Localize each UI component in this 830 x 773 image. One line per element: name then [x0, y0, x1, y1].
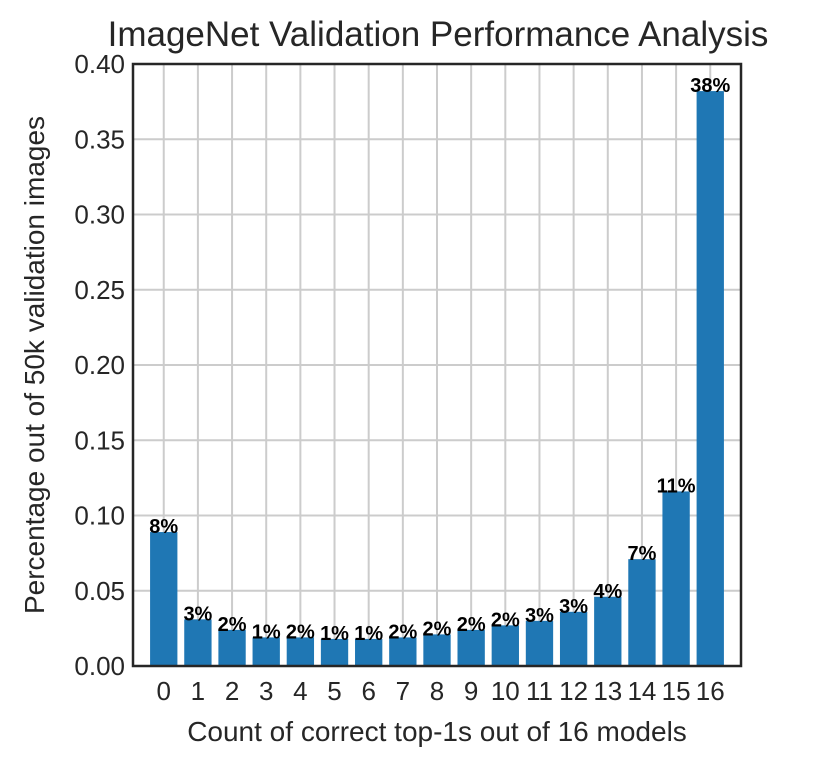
bar — [662, 491, 690, 666]
x-tick-label: 9 — [464, 676, 478, 706]
bar-data-label: 38% — [690, 75, 730, 97]
y-tick-label: 0.25 — [74, 275, 125, 305]
x-tick-label: 13 — [593, 676, 622, 706]
bars — [150, 91, 724, 667]
y-tick-label: 0.15 — [74, 425, 125, 455]
plot-frame — [131, 62, 743, 668]
x-tick-label: 1 — [191, 676, 205, 706]
bar — [491, 625, 519, 666]
bar-data-label: 11% — [657, 475, 696, 497]
bar — [389, 637, 417, 666]
x-tick-label: 10 — [491, 676, 520, 706]
y-axis-label: Percentage out of 50k validation images — [19, 116, 50, 614]
bar — [286, 637, 315, 666]
y-tick-label: 0.30 — [74, 200, 125, 230]
x-tick-label: 8 — [430, 676, 444, 706]
y-tick-label: 0.00 — [74, 651, 125, 681]
bar-data-label: 2% — [491, 609, 520, 631]
x-tick-label: 11 — [526, 676, 553, 706]
x-tick-label: 12 — [559, 676, 588, 706]
bar-data-label: 2% — [457, 614, 486, 636]
bar — [252, 637, 280, 666]
x-axis-ticks: 0 1 2 3 4 5 6 7 8 9 10 11 12 13 14 15 16 — [157, 676, 725, 706]
bar-data-label: 2% — [286, 621, 315, 643]
x-tick-label: 2 — [225, 676, 239, 706]
bar — [320, 638, 349, 666]
x-tick-label: 15 — [662, 676, 691, 706]
y-tick-label: 0.20 — [74, 350, 125, 380]
chart-title: ImageNet Validation Performance Analysis — [108, 15, 769, 54]
x-tick-label: 4 — [293, 676, 307, 706]
bar-data-label: 3% — [559, 596, 588, 618]
bar — [457, 629, 485, 666]
grid — [133, 63, 741, 667]
bar — [355, 638, 383, 666]
x-tick-label: 7 — [396, 676, 410, 706]
bar — [696, 91, 724, 667]
bar-data-label: 1% — [252, 621, 281, 643]
x-axis-label: Count of correct top-1s out of 16 models — [187, 716, 687, 747]
bar-data-label: 1% — [320, 623, 349, 645]
bar-data-label: 2% — [423, 618, 452, 640]
x-tick-label: 3 — [259, 676, 273, 706]
bar-data-label: 7% — [627, 543, 656, 565]
y-axis-ticks: 0.00 0.05 0.10 0.15 0.20 0.25 0.30 0.35 0.40 — [74, 49, 125, 681]
y-tick-label: 0.40 — [74, 49, 125, 79]
y-tick-label: 0.10 — [74, 501, 125, 531]
bar-data-label: 3% — [525, 605, 554, 627]
bar — [628, 559, 656, 666]
bar — [184, 619, 212, 666]
x-tick-label: 16 — [696, 676, 725, 706]
bar — [559, 611, 588, 666]
bar-data-label: 4% — [593, 581, 622, 603]
x-tick-label: 6 — [361, 676, 375, 706]
bar — [218, 629, 246, 666]
bar-data-label: 8% — [149, 516, 178, 538]
x-tick-label: 5 — [327, 676, 341, 706]
y-tick-label: 0.05 — [74, 576, 125, 606]
bar-data-label: 2% — [388, 621, 417, 643]
bar — [150, 532, 178, 666]
bar — [525, 620, 554, 666]
bar — [423, 634, 451, 666]
bar-data-label: 1% — [354, 623, 383, 645]
y-tick-label: 0.35 — [74, 124, 125, 154]
data-labels: 8%3% 2% 1% 2% 1% 1% 2% 2% 2% 2% 3% 3%4%7%11%38% — [149, 75, 730, 645]
bar — [594, 596, 622, 666]
x-tick-label: 0 — [157, 676, 171, 706]
x-tick-label: 14 — [627, 676, 656, 706]
bar-data-label: 2% — [218, 614, 247, 636]
bar-data-label: 3% — [183, 603, 212, 625]
